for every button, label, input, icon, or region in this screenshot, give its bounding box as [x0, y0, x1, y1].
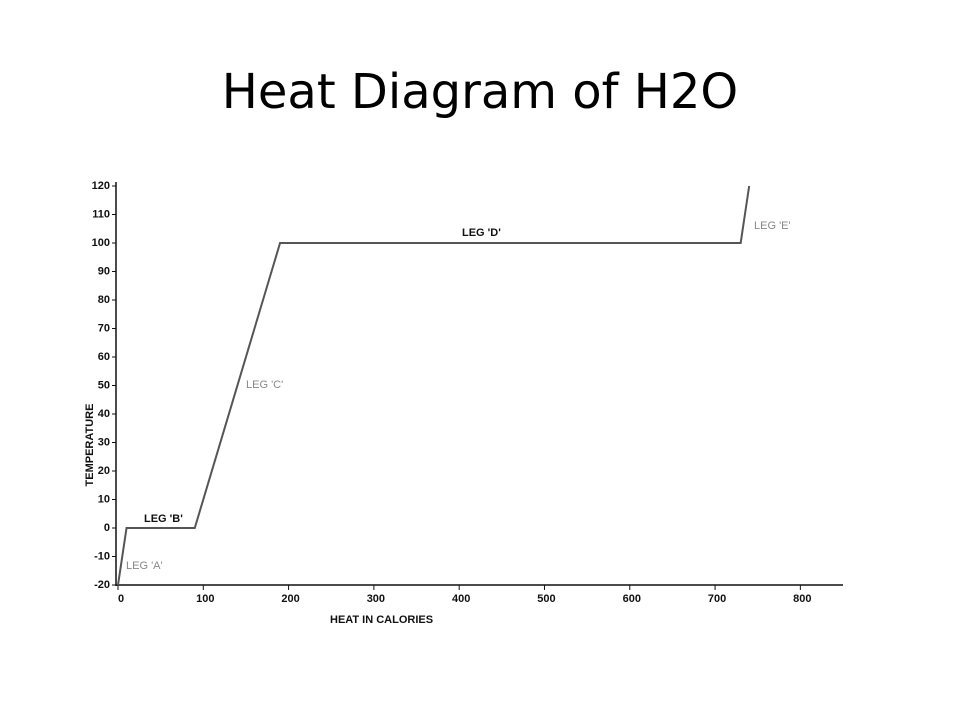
x-tick-label: 0 [118, 593, 124, 605]
x-tick-label: 600 [623, 593, 641, 605]
annotation: LEG 'D' [462, 227, 501, 239]
y-tick-label: 110 [92, 208, 110, 220]
x-tick-label: 800 [793, 593, 811, 605]
y-axis-label: TEMPERATURE [84, 404, 96, 487]
chart-title: Heat Diagram of H2O [222, 64, 738, 120]
x-tick-label: 100 [196, 593, 214, 605]
y-tick-label: 60 [98, 351, 110, 363]
y-tick-label: 70 [98, 322, 110, 334]
annotation: LEG 'E' [754, 220, 791, 232]
y-tick-label: 120 [92, 180, 110, 192]
x-tick-label: 400 [452, 593, 470, 605]
y-tick-label: 30 [98, 436, 110, 448]
y-tick-label: 90 [98, 265, 110, 277]
y-tick-label: -20 [94, 579, 110, 591]
y-tick-label: 0 [104, 522, 110, 534]
annotation: LEG 'C' [246, 379, 283, 391]
y-tick-label: 20 [98, 465, 110, 477]
annotation: LEG 'A' [126, 560, 163, 572]
x-tick-label: 500 [537, 593, 555, 605]
y-tick-label: -10 [94, 550, 110, 562]
y-tick-label: 50 [98, 379, 110, 391]
x-tick-label: 300 [367, 593, 385, 605]
data-line [117, 185, 751, 586]
x-tick-label: 700 [708, 593, 726, 605]
y-tick-label: 10 [98, 493, 110, 505]
y-tick-label: 80 [98, 294, 110, 306]
x-tick-label: 200 [281, 593, 299, 605]
y-tick-label: 40 [98, 408, 110, 420]
x-axis-label: HEAT IN CALORIES [330, 614, 433, 626]
y-tick-label: 100 [92, 237, 110, 249]
annotation: LEG 'B' [144, 513, 183, 525]
